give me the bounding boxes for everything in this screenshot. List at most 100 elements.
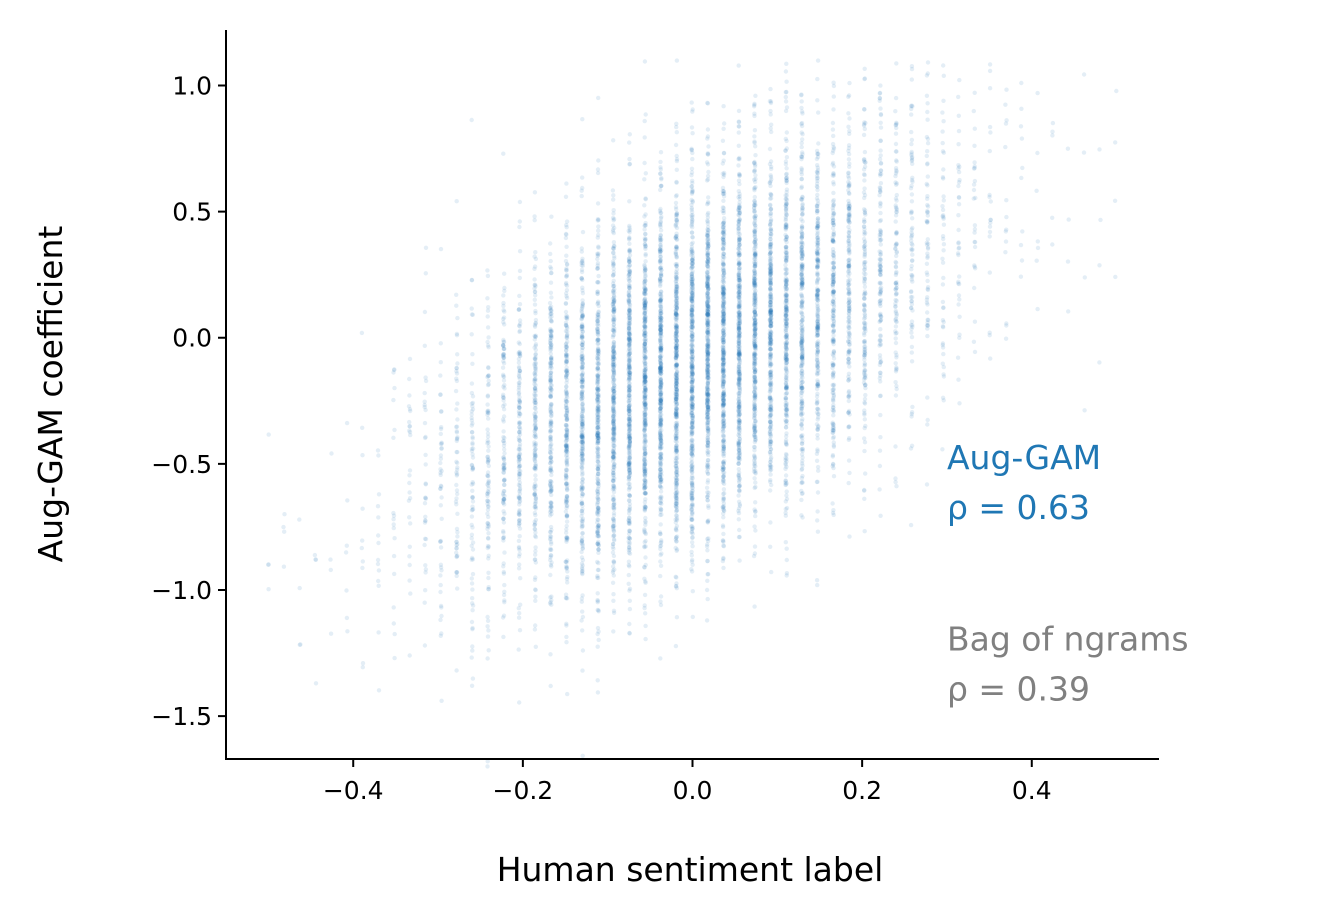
scatter-point [580, 117, 585, 122]
scatter-point [502, 346, 507, 352]
scatter-point [423, 378, 429, 384]
scatter-point [564, 527, 569, 532]
scatter-point [533, 517, 539, 523]
scatter-point [689, 147, 694, 152]
scatter-point [689, 273, 695, 278]
scatter-point [705, 480, 710, 485]
scatter-point [501, 564, 506, 569]
scatter-point [375, 557, 381, 563]
scatter-point [486, 586, 491, 592]
scatter-point [469, 557, 474, 562]
scatter-point [470, 547, 476, 552]
scatter-point [548, 360, 553, 365]
scatter-point [580, 423, 585, 429]
scatter-point [485, 521, 490, 526]
scatter-point [706, 144, 711, 149]
scatter-point [642, 177, 647, 182]
scatter-point [502, 460, 507, 466]
scatter-point [658, 531, 663, 537]
scatter-point [611, 288, 616, 293]
scatter-point [580, 258, 585, 264]
scatter-point [611, 138, 616, 143]
scatter-point [517, 307, 522, 312]
scatter-point [517, 370, 522, 376]
scatter-point [422, 309, 428, 315]
scatter-point [517, 512, 522, 517]
scatter-point [564, 288, 570, 293]
scatter-point [454, 482, 459, 488]
scatter-point [376, 453, 381, 458]
scatter-point [517, 491, 523, 497]
scatter-point [502, 309, 507, 314]
scatter-point [360, 538, 365, 543]
scatter-point [564, 435, 570, 440]
scatter-point [344, 543, 349, 548]
scatter-point [596, 244, 601, 249]
scatter-point [564, 565, 569, 571]
scatter-point [469, 532, 475, 537]
scatter-point [689, 437, 695, 442]
scatter-point [611, 510, 617, 516]
scatter-point [722, 458, 727, 464]
scatter-point [470, 466, 475, 471]
scatter-point [563, 477, 569, 482]
scatter-point [470, 421, 475, 426]
scatter-point [501, 492, 506, 498]
scatter-point [563, 559, 568, 564]
scatter-point [407, 376, 412, 382]
scatter-point [549, 505, 554, 510]
scatter-point [610, 570, 616, 575]
scatter-point [500, 500, 506, 505]
scatter-point [658, 265, 663, 271]
scatter-point [564, 519, 570, 524]
scatter-point [596, 310, 601, 315]
scatter-point [642, 420, 647, 425]
scatter-point [501, 429, 506, 434]
scatter-point [502, 465, 507, 470]
scatter-point [407, 490, 412, 495]
scatter-point [454, 546, 459, 551]
scatter-point [518, 353, 523, 359]
scatter-point [517, 447, 523, 452]
scatter-point [517, 521, 522, 526]
scatter-point [642, 545, 647, 550]
scatter-point [470, 452, 475, 457]
scatter-point [517, 420, 523, 425]
scatter-point [564, 494, 569, 499]
scatter-point [500, 417, 506, 422]
scatter-point [626, 406, 632, 411]
scatter-point [704, 160, 710, 165]
scatter-point [470, 625, 475, 631]
scatter-point [674, 452, 679, 458]
scatter-point [438, 582, 443, 588]
scatter-point [659, 538, 664, 543]
scatter-point [674, 218, 679, 223]
scatter-point [580, 291, 586, 296]
scatter-point [689, 173, 694, 178]
scatter-point [564, 280, 569, 286]
scatter-point [704, 618, 710, 623]
scatter-point [486, 503, 491, 509]
scatter-point [595, 607, 600, 613]
scatter-point [422, 402, 427, 408]
scatter-point [439, 468, 444, 474]
scatter-point [595, 338, 600, 343]
scatter-point [517, 495, 522, 500]
scatter-point [501, 339, 507, 345]
scatter-point [658, 289, 664, 294]
scatter-point [501, 320, 506, 325]
scatter-point [596, 158, 601, 163]
scatter-point [438, 246, 444, 252]
scatter-point [533, 623, 538, 628]
scatter-point [391, 621, 396, 626]
scatter-point [674, 477, 679, 482]
scatter-point [610, 273, 616, 278]
scatter-point [454, 554, 459, 560]
scatter-point [673, 520, 678, 525]
scatter-point [704, 299, 710, 304]
scatter-point [532, 356, 537, 361]
scatter-point [500, 394, 506, 399]
scatter-point [501, 293, 506, 298]
scatter-point [533, 575, 538, 580]
scatter-point [580, 402, 585, 407]
